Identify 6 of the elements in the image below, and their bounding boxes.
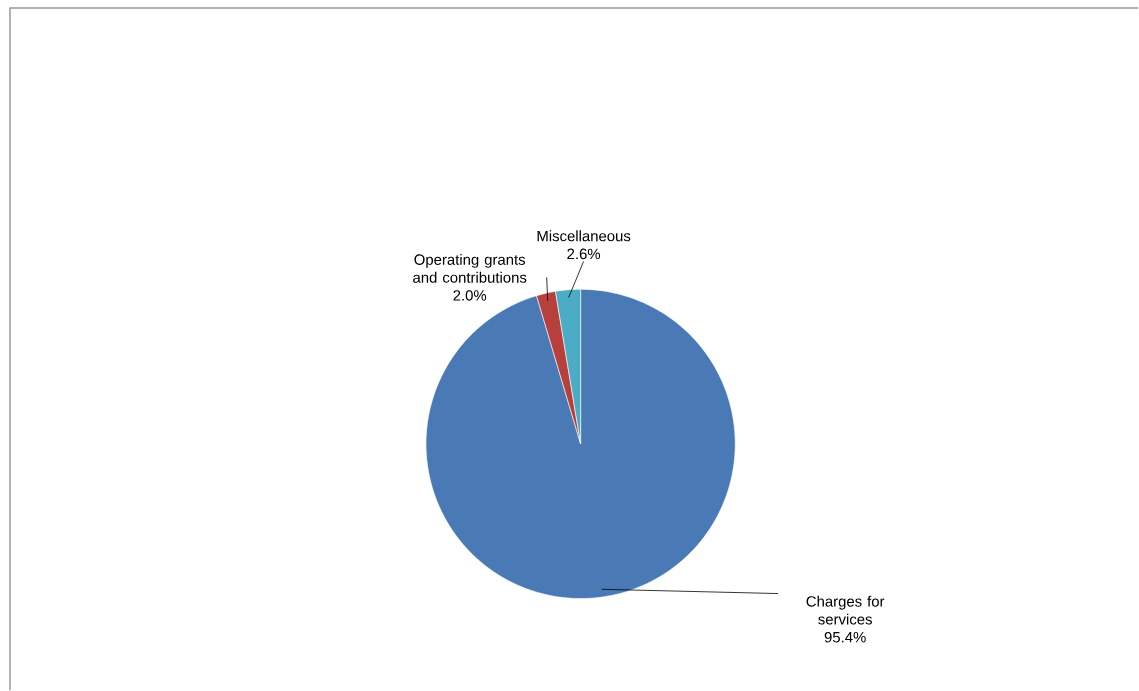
slice-label: Miscellaneous bbox=[537, 230, 631, 242]
data-label: 2.6% bbox=[567, 248, 601, 260]
data-label: 95.4% bbox=[824, 631, 866, 643]
data-label: 2.0% bbox=[453, 290, 487, 301]
slice-label: Operating grants and contributions bbox=[413, 253, 527, 283]
slice-label: Charges for services bbox=[806, 595, 885, 625]
